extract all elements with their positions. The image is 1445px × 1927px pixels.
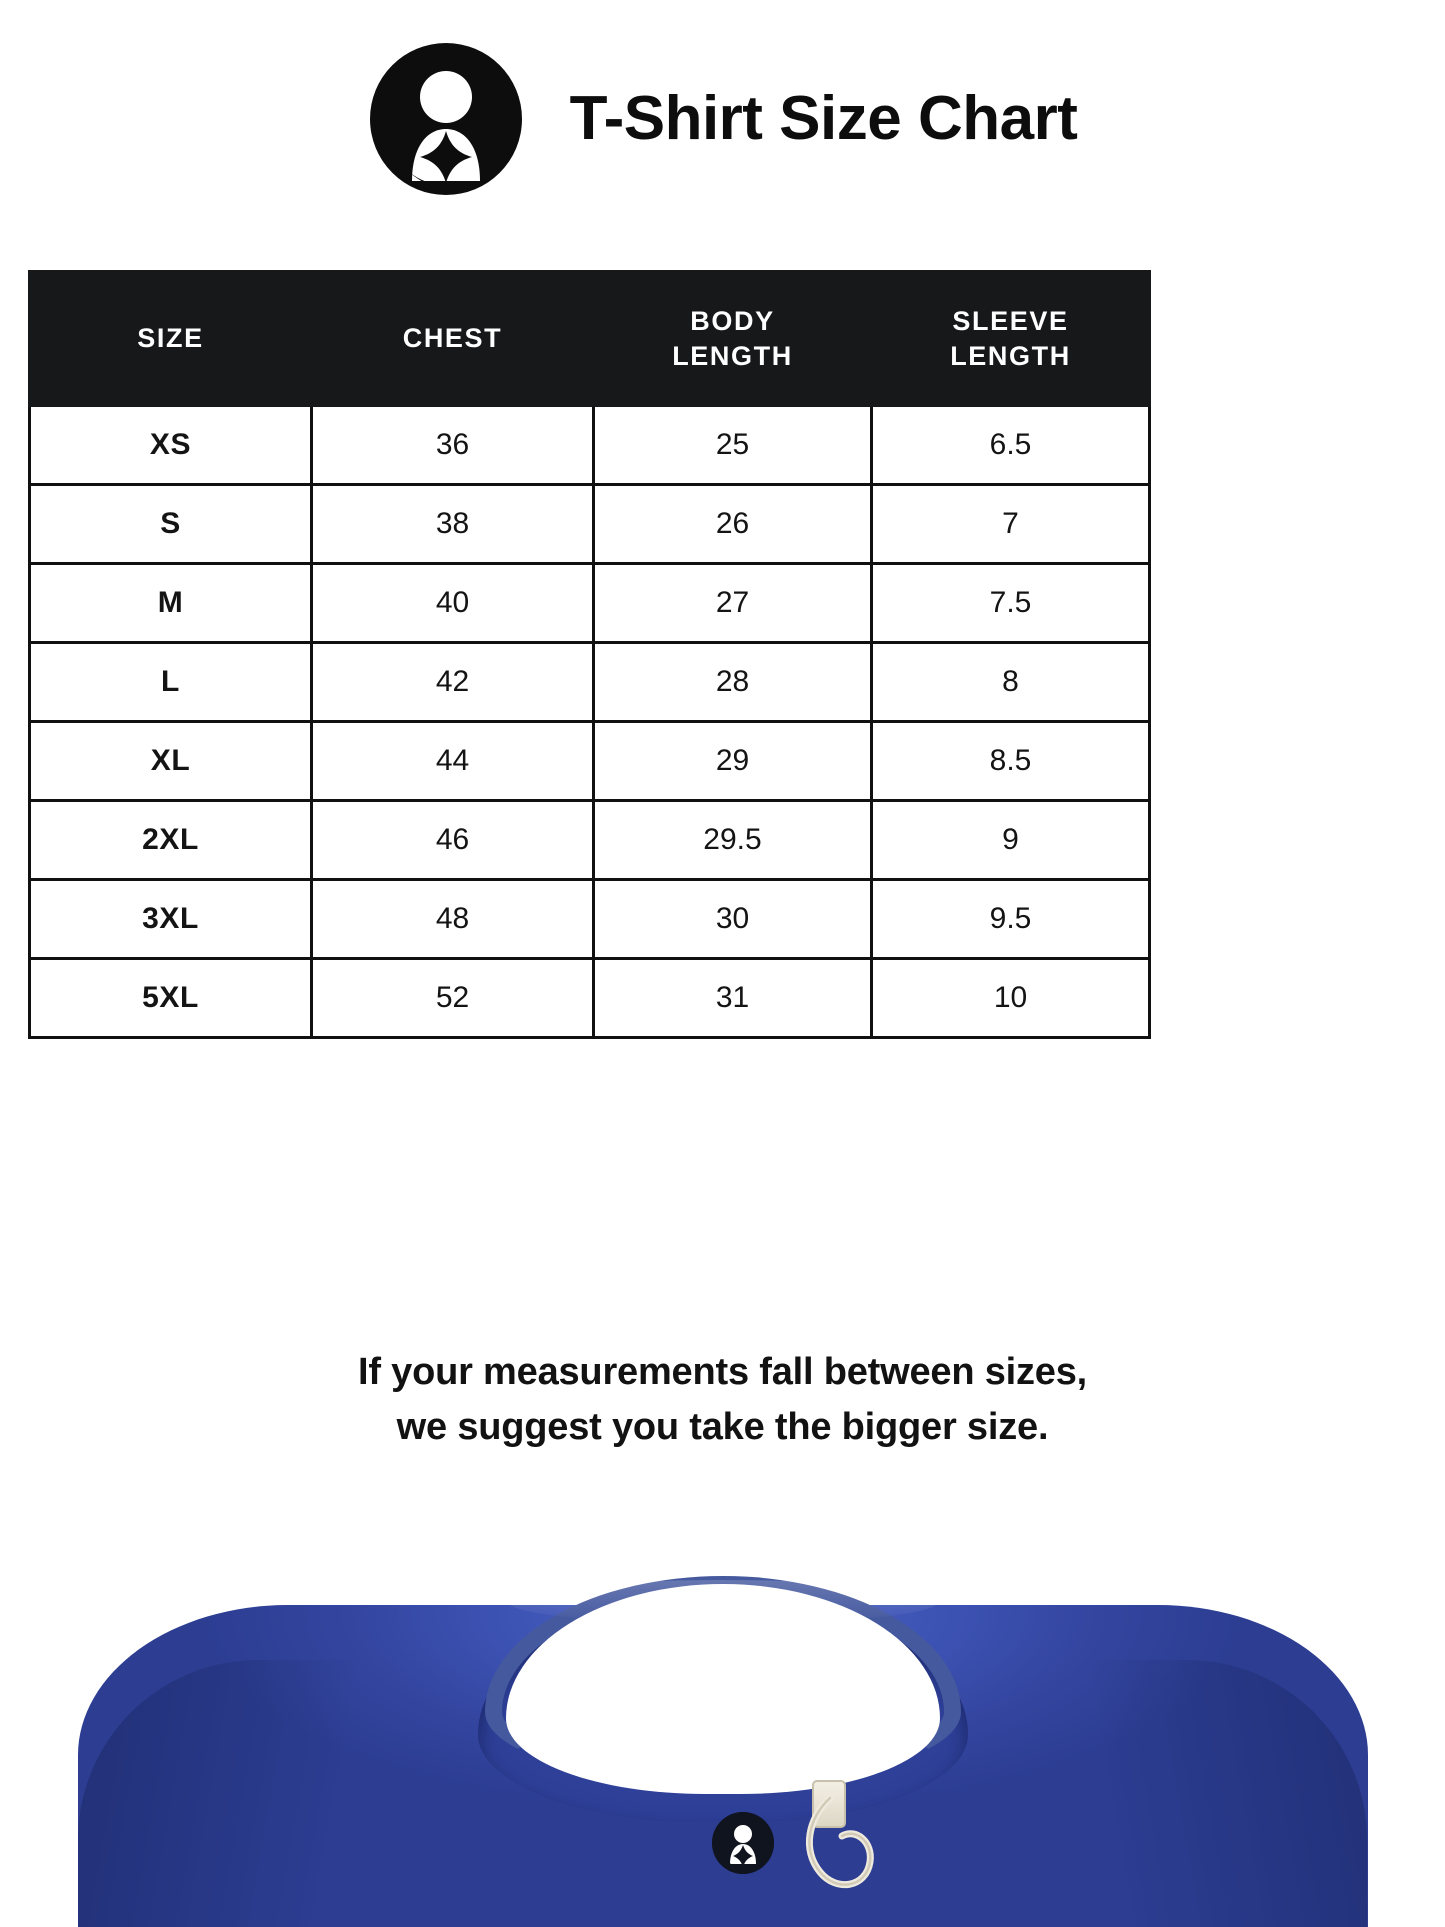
column-header-size-line1: SIZE: [137, 323, 204, 354]
page-header: T-Shirt Size Chart: [0, 0, 1445, 200]
neck-tag-logo-icon: [712, 1812, 774, 1874]
table-row: L 42 28 8: [28, 641, 1151, 723]
cell-chest: 40: [310, 562, 595, 644]
cell-sleeve-length: 6.5: [870, 404, 1151, 486]
shirt-collar-highlight: [507, 1580, 938, 1624]
cell-body-length: 26: [592, 483, 873, 565]
column-header-size: SIZE: [28, 270, 313, 407]
table-row: S 38 26 7: [28, 483, 1151, 565]
hang-tag-loop-icon: [790, 1788, 876, 1900]
cell-sleeve-length: 9.5: [870, 878, 1151, 960]
cell-sleeve-length: 9: [870, 799, 1151, 881]
cell-body-length: 28: [592, 641, 873, 723]
table-body: XS 36 25 6.5 S 38 26 7 M 40 27 7.5: [28, 404, 1151, 1039]
column-header-sleeve-length-line1: SLEEVE: [952, 305, 1069, 336]
cell-body-length: 29.5: [592, 799, 873, 881]
column-header-chest: CHEST: [310, 270, 595, 407]
cell-size: 2XL: [28, 799, 313, 881]
cell-sleeve-length: 7: [870, 483, 1151, 565]
cell-chest: 38: [310, 483, 595, 565]
column-header-body-length: BODY LENGTH: [592, 270, 873, 407]
cell-chest: 52: [310, 957, 595, 1039]
sizing-note: If your measurements fall between sizes,…: [0, 1345, 1445, 1455]
column-header-sleeve-length: SLEEVE LENGTH: [870, 270, 1151, 407]
cell-chest: 36: [310, 404, 595, 486]
size-table-container: SIZE CHEST BODY LENGTH SLEEVE LENGTH: [28, 270, 1151, 1039]
column-header-body-length-line1: BODY: [690, 305, 775, 336]
shirt-collar-opening: [505, 1584, 940, 1794]
cell-chest: 42: [310, 641, 595, 723]
cell-body-length: 30: [592, 878, 873, 960]
column-header-body-length-line2: LENGTH: [672, 340, 793, 371]
cell-body-length: 29: [592, 720, 873, 802]
cell-chest: 46: [310, 799, 595, 881]
table-row: 3XL 48 30 9.5: [28, 878, 1151, 960]
table-header-row: SIZE CHEST BODY LENGTH SLEEVE LENGTH: [28, 270, 1151, 407]
cell-body-length: 27: [592, 562, 873, 644]
table-row: XL 44 29 8.5: [28, 720, 1151, 802]
sizing-note-line2: we suggest you take the bigger size.: [396, 1406, 1049, 1449]
cell-size: M: [28, 562, 313, 644]
cell-size: 5XL: [28, 957, 313, 1039]
size-table: SIZE CHEST BODY LENGTH SLEEVE LENGTH: [28, 270, 1151, 1039]
page-title: T-Shirt Size Chart: [569, 84, 1078, 153]
cell-size: XL: [28, 720, 313, 802]
cell-chest: 48: [310, 878, 595, 960]
hang-tag-label: [812, 1780, 846, 1828]
cell-size: XS: [28, 404, 313, 486]
cell-sleeve-length: 8.5: [870, 720, 1151, 802]
cell-size: S: [28, 483, 313, 565]
cell-sleeve-length: 7.5: [870, 562, 1151, 644]
table-header: SIZE CHEST BODY LENGTH SLEEVE LENGTH: [28, 270, 1151, 407]
table-row: 2XL 46 29.5 9: [28, 799, 1151, 881]
product-photo: [0, 1540, 1445, 1927]
cell-chest: 44: [310, 720, 595, 802]
cell-body-length: 25: [592, 404, 873, 486]
cell-body-length: 31: [592, 957, 873, 1039]
table-row: XS 36 25 6.5: [28, 404, 1151, 486]
cell-sleeve-length: 8: [870, 641, 1151, 723]
sizing-note-line1: If your measurements fall between sizes,: [357, 1351, 1088, 1393]
brand-logo-icon: [368, 41, 524, 197]
table-row: M 40 27 7.5: [28, 562, 1151, 644]
table-row: 5XL 52 31 10: [28, 957, 1151, 1039]
cell-size: 3XL: [28, 878, 313, 960]
cell-sleeve-length: 10: [870, 957, 1151, 1039]
column-header-chest-line1: CHEST: [402, 323, 503, 354]
cell-size: L: [28, 641, 313, 723]
column-header-sleeve-length-line2: LENGTH: [950, 340, 1071, 371]
